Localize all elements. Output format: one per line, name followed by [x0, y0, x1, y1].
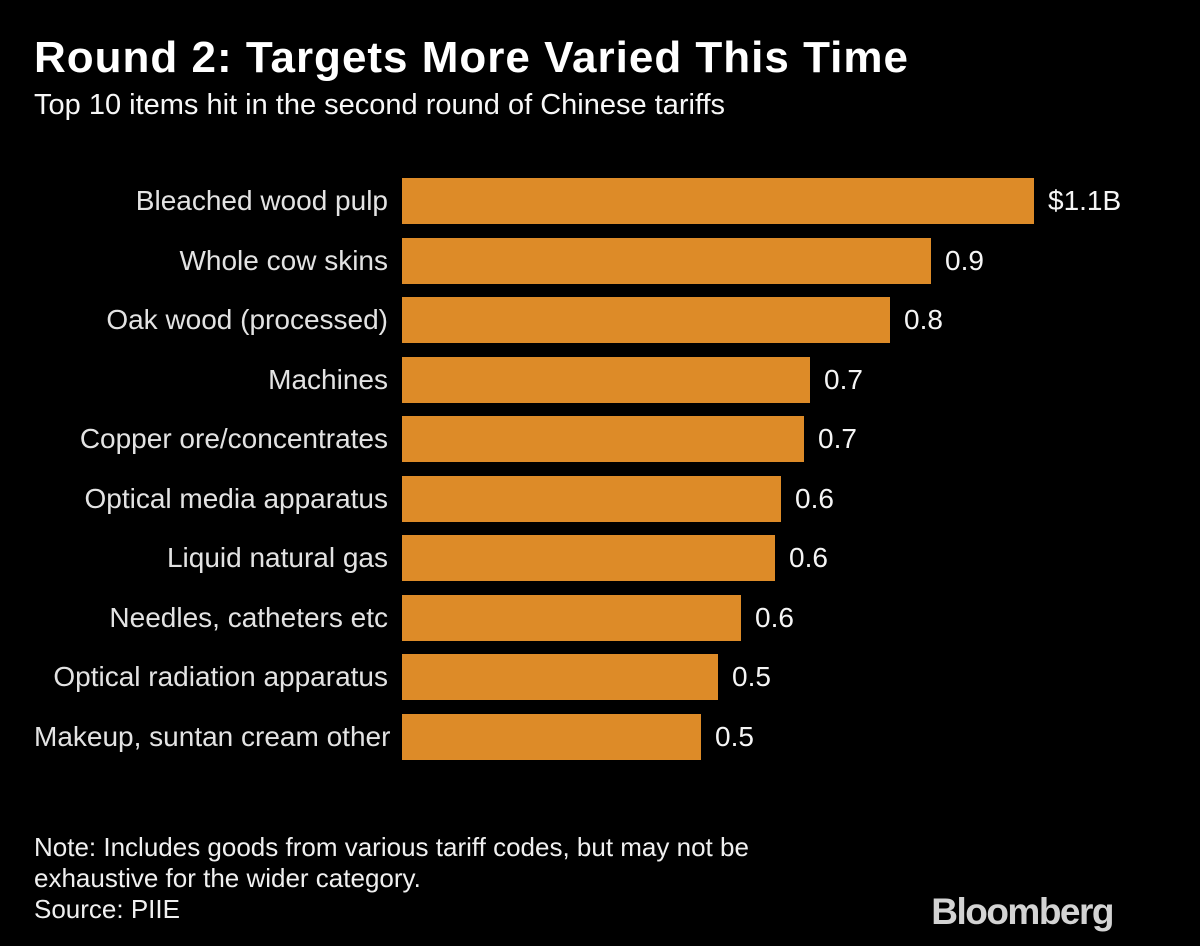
- category-label: Optical radiation apparatus: [53, 661, 388, 692]
- category-label: Optical media apparatus: [84, 482, 388, 514]
- category-label: Bleached wood pulp: [135, 185, 388, 216]
- value-label: 0.9: [945, 244, 984, 276]
- value-label: 0.5: [732, 661, 771, 692]
- bar-row: Copper ore/concentrates 0.7: [34, 416, 1166, 462]
- source-line: Source: PIIE: [34, 894, 180, 924]
- category-label: Liquid natural gas: [166, 542, 388, 573]
- bar: [402, 237, 931, 284]
- bar-row: Liquid natural gas 0.6: [34, 535, 1166, 581]
- category-label: Makeup, suntan cream other: [34, 720, 391, 752]
- bar-row: Machines 0.7: [34, 356, 1166, 403]
- category-label: Machines: [268, 363, 388, 395]
- value-label: 0.7: [818, 423, 857, 454]
- bar: [402, 713, 701, 760]
- category-label: Whole cow skins: [179, 244, 388, 276]
- bar: [402, 475, 781, 522]
- bar: [402, 297, 890, 343]
- bloomberg-logo: Bloomberg: [931, 891, 1114, 932]
- category-label: Needles, catheters etc: [109, 601, 388, 633]
- note-line-1: Note: Includes goods from various tariff…: [34, 832, 749, 862]
- bar-row: Whole cow skins 0.9: [34, 237, 1166, 284]
- bar: [402, 535, 775, 581]
- bar: [402, 356, 810, 403]
- value-label: 0.8: [904, 304, 943, 335]
- value-label: 0.6: [755, 601, 794, 633]
- footnote-block: Note: Includes goods from various tariff…: [34, 832, 749, 925]
- bar: [402, 178, 1034, 224]
- bar: [402, 594, 741, 641]
- chart-title: Round 2: Targets More Varied This Time: [34, 33, 909, 82]
- bar-row: Optical media apparatus 0.6: [34, 475, 1166, 522]
- value-label: 0.6: [795, 482, 834, 514]
- bar-row: Oak wood (processed) 0.8: [34, 297, 1166, 343]
- category-label: Copper ore/concentrates: [79, 423, 388, 454]
- category-label: Oak wood (processed): [106, 304, 388, 335]
- value-label: 0.7: [824, 363, 863, 395]
- bar-row: Needles, catheters etc 0.6: [34, 594, 1166, 641]
- bar-row: Makeup, suntan cream other 0.5: [34, 713, 1166, 760]
- value-label: 0.5: [715, 720, 754, 752]
- value-label: 0.6: [789, 542, 828, 573]
- note-line-2: exhaustive for the wider category.: [34, 863, 421, 893]
- bar-row: Bleached wood pulp $1.1B: [34, 178, 1166, 224]
- bar: [402, 416, 804, 462]
- chart-rows: Bleached wood pulp $1.1B Whole cow skins 0.…: [34, 178, 1166, 773]
- chart-subtitle: Top 10 items hit in the second round of …: [34, 89, 726, 121]
- bar: [402, 654, 718, 700]
- bar-row: Optical radiation apparatus 0.5: [34, 654, 1166, 700]
- value-label: $1.1B: [1048, 185, 1122, 216]
